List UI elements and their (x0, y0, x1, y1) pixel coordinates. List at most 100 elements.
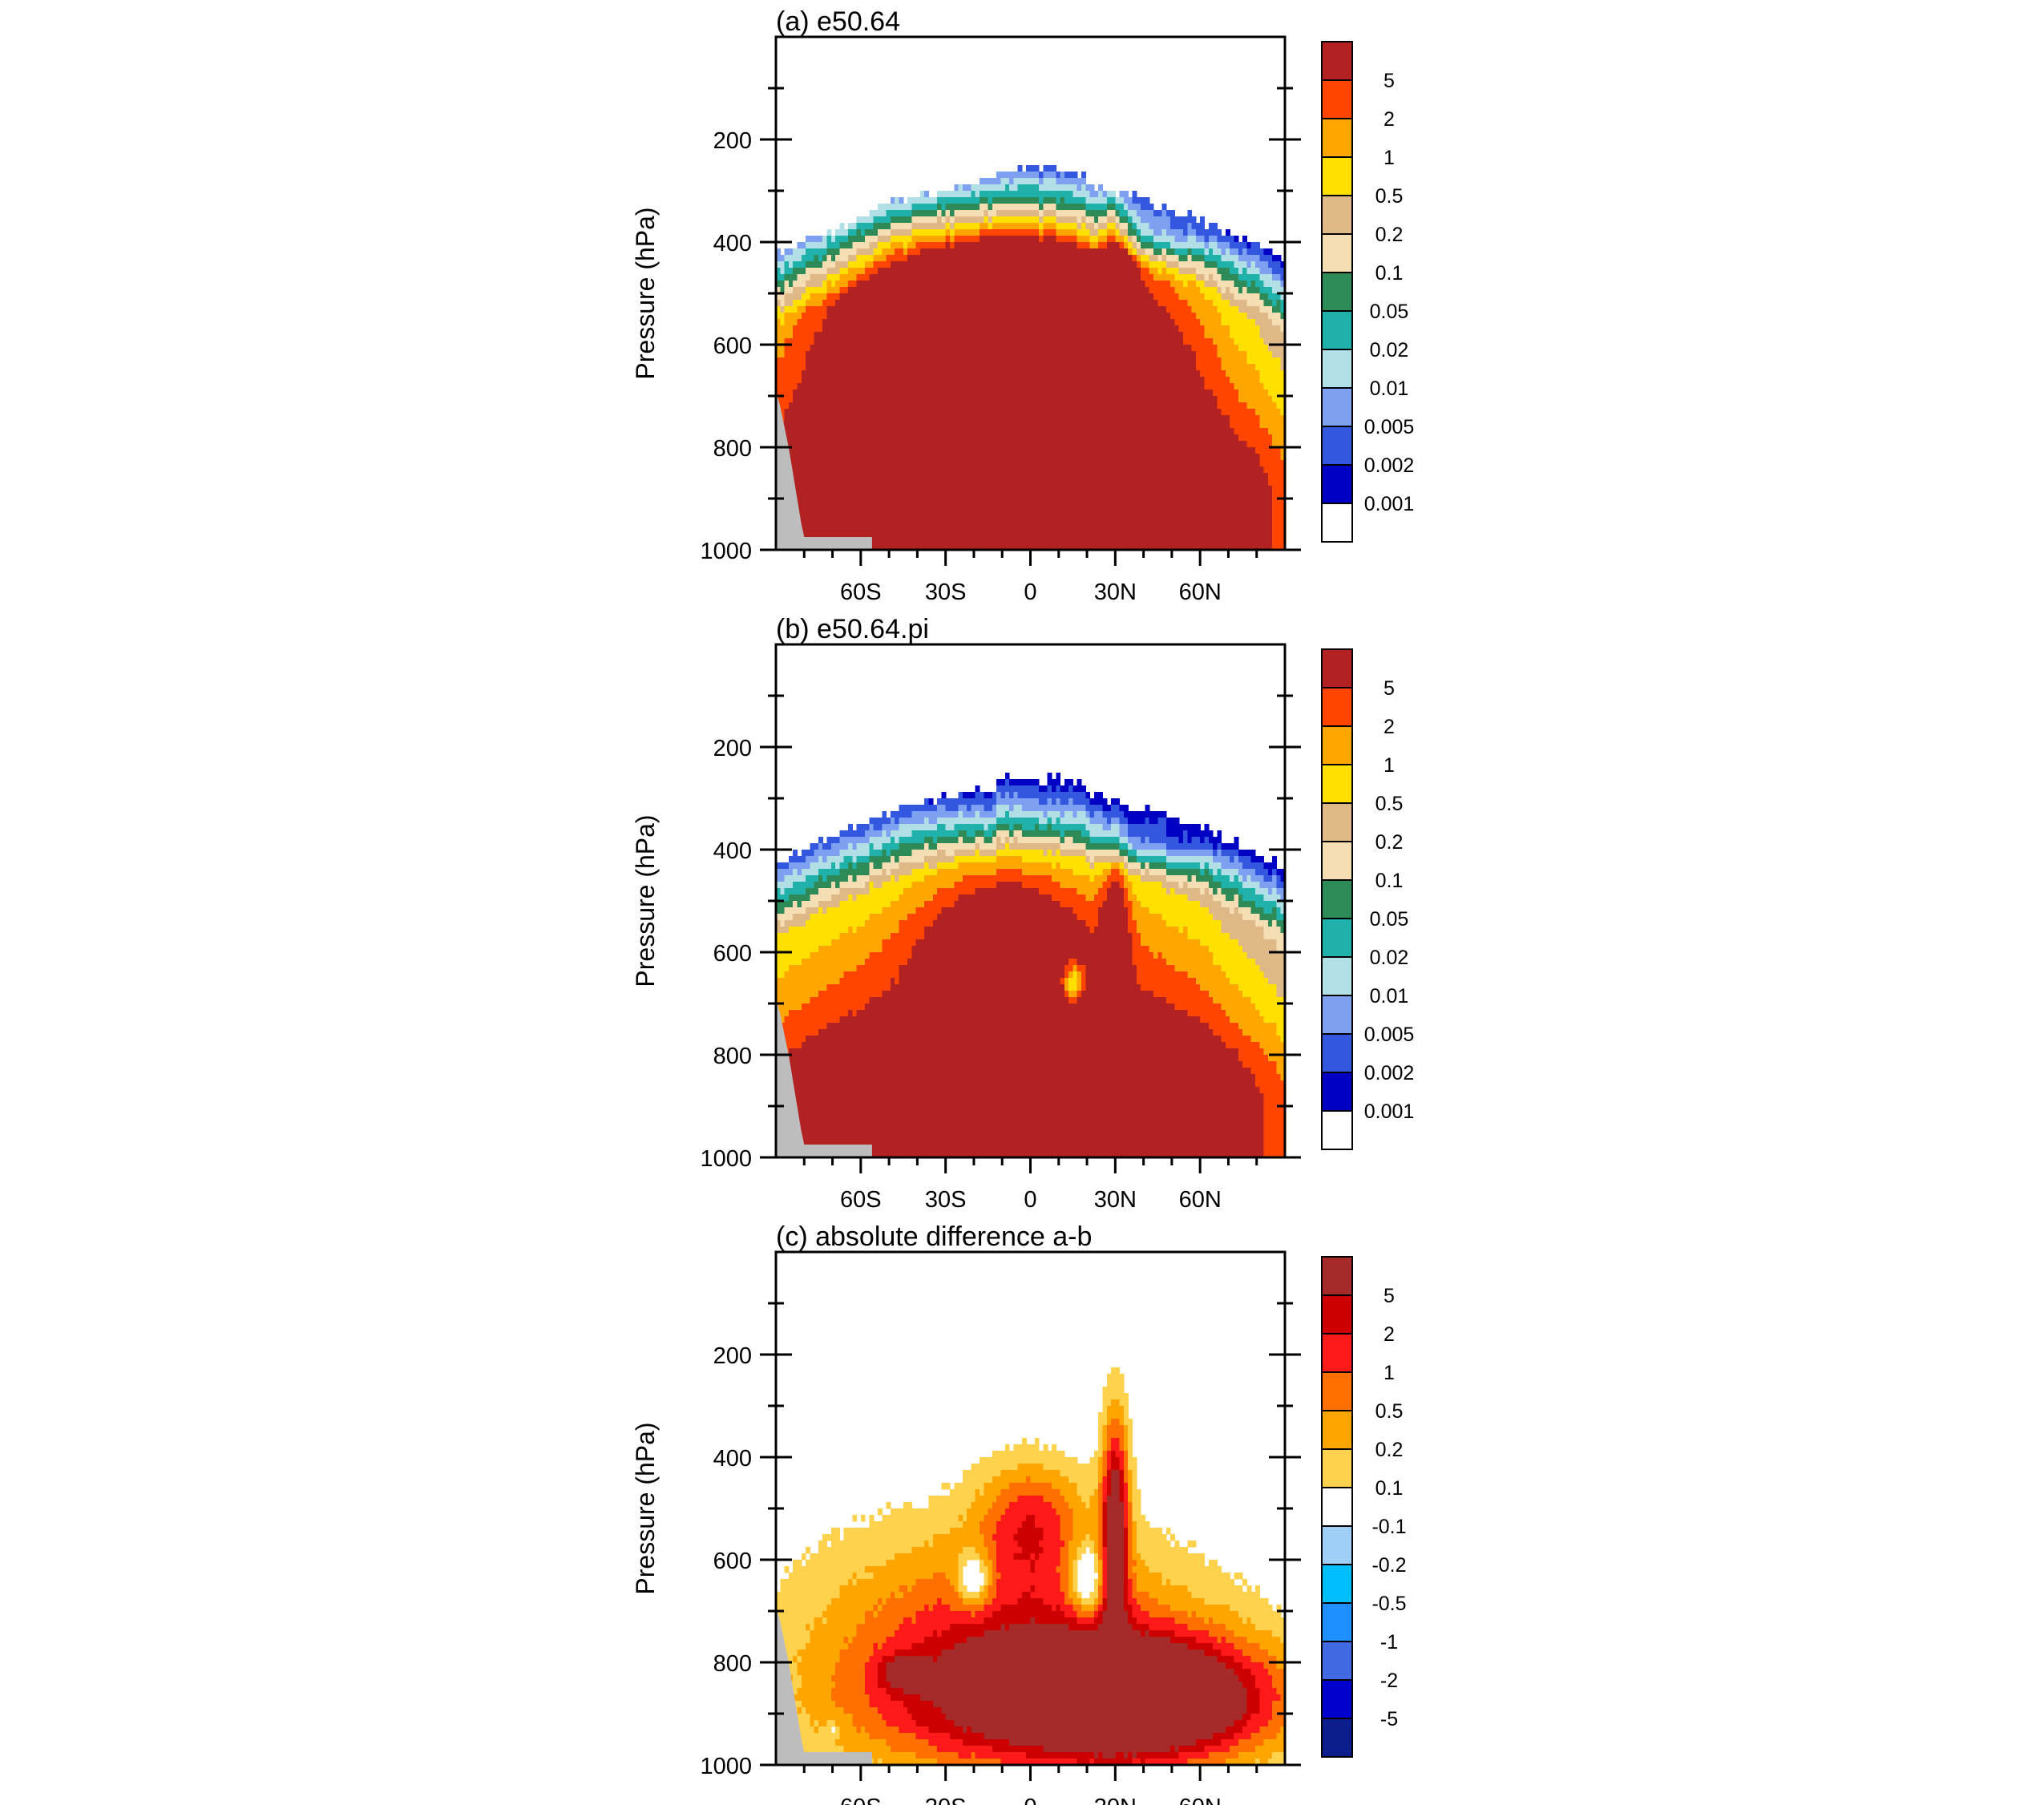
contour-cell (1060, 499, 1065, 506)
contour-cell (1128, 364, 1133, 371)
contour-cell (1149, 543, 1154, 551)
contour-cell (1111, 236, 1116, 243)
contour-cell (873, 216, 879, 224)
contour-cell (886, 486, 891, 493)
contour-cell (932, 319, 938, 326)
contour-cell (847, 383, 853, 390)
contour-cell (945, 518, 951, 525)
contour-cell (830, 492, 836, 499)
contour-cell (793, 345, 798, 352)
contour-cell (890, 402, 895, 410)
contour-cell (1034, 537, 1040, 544)
contour-cell (903, 454, 908, 461)
contour-cell (1149, 402, 1154, 410)
contour-cell (886, 402, 891, 410)
contour-cell (984, 364, 989, 371)
contour-cell (984, 319, 989, 326)
contour-cell (1098, 248, 1104, 256)
contour-cell (1157, 287, 1163, 294)
contour-cell (810, 319, 815, 326)
contour-cell (1009, 268, 1014, 275)
contour-cell (1093, 313, 1099, 320)
contour-cell (975, 300, 980, 307)
contour-cell (810, 248, 815, 256)
contour-cell (945, 281, 951, 288)
contour-cell (928, 524, 934, 531)
contour-cell (1064, 364, 1069, 371)
contour-cell (1051, 351, 1056, 358)
contour-cell (895, 236, 900, 243)
contour-cell (1072, 300, 1078, 307)
contour-cell (1136, 511, 1141, 519)
contour-cell (1051, 434, 1056, 442)
contour-cell (1081, 396, 1086, 403)
contour-cell (1119, 319, 1125, 326)
contour-cell (847, 441, 853, 448)
contour-cell (1013, 281, 1019, 288)
contour-cell (971, 441, 976, 448)
contour-cell (822, 396, 828, 403)
contour-cell (975, 428, 980, 435)
contour-cell (945, 345, 951, 352)
contour-cell (1072, 479, 1078, 487)
contour-cell (1030, 248, 1036, 256)
contour-cell (907, 255, 912, 262)
contour-cell (822, 345, 828, 352)
contour-cell (895, 345, 900, 352)
contour-cell (1047, 479, 1052, 487)
contour-cell (878, 248, 883, 256)
contour-cell (886, 511, 891, 519)
contour-cell (847, 306, 853, 313)
contour-cell (1039, 428, 1044, 435)
contour-cell (835, 364, 840, 371)
contour-cell (992, 306, 997, 313)
contour-cell (1136, 447, 1141, 454)
contour-cell (1136, 300, 1141, 307)
contour-cell (958, 274, 963, 281)
contour-cell (932, 216, 938, 224)
contour-cell (1034, 313, 1040, 320)
contour-cell (1145, 281, 1150, 288)
contour-cell (895, 313, 900, 320)
contour-cell (843, 409, 849, 416)
contour-cell (1064, 338, 1069, 345)
contour-cell (1021, 204, 1027, 211)
contour-cell (1051, 422, 1056, 429)
contour-cell (899, 447, 904, 454)
contour-cell (1157, 351, 1163, 358)
contour-cell (852, 325, 858, 333)
contour-cell (911, 300, 917, 307)
contour-cell (839, 383, 845, 390)
contour-cell (1085, 428, 1091, 435)
contour-cell (1017, 216, 1023, 224)
contour-cell (852, 505, 858, 512)
contour-cell (869, 466, 875, 474)
contour-cell (949, 377, 955, 384)
contour-cell (962, 223, 967, 230)
contour-cell (1009, 184, 1014, 192)
contour-cell (890, 473, 895, 480)
contour-cell (873, 441, 879, 448)
contour-cell (843, 242, 849, 249)
contour-cell (1043, 518, 1048, 525)
contour-cell (869, 287, 875, 294)
contour-cell (984, 210, 989, 217)
contour-cell (984, 242, 989, 249)
contour-cell (924, 447, 930, 454)
contour-cell (1102, 441, 1108, 448)
contour-cell (1085, 210, 1091, 217)
contour-cell (1141, 370, 1145, 378)
contour-cell (873, 518, 879, 525)
contour-cell (860, 492, 866, 499)
contour-cell (1004, 531, 1010, 538)
contour-cell (839, 300, 845, 307)
contour-cell (1047, 165, 1052, 172)
contour-cell (856, 422, 862, 429)
contour-cell (984, 370, 989, 378)
contour-cell (1123, 409, 1129, 416)
contour-cell (1119, 447, 1125, 454)
contour-cell (822, 402, 828, 410)
contour-cell (1017, 236, 1023, 243)
contour-cell (1026, 434, 1032, 442)
contour-cell (937, 473, 942, 480)
